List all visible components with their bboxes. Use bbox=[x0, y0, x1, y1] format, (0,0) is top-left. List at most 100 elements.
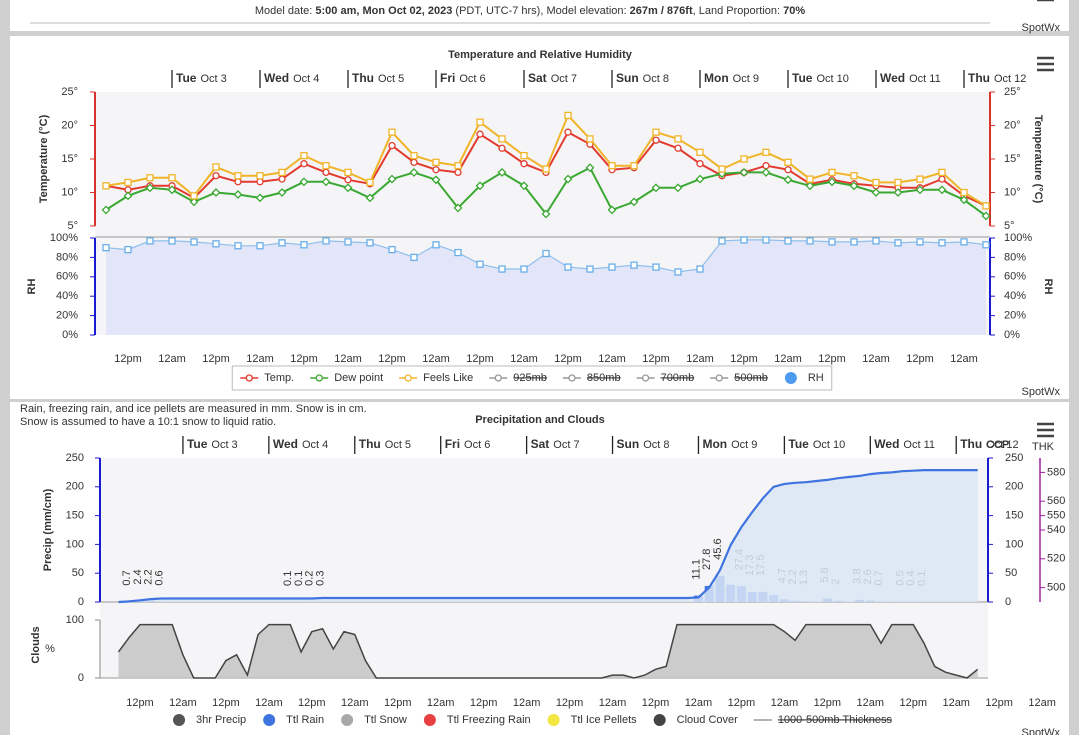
day-date: Oct 3 bbox=[211, 439, 237, 451]
chart-note: Rain, freezing rain, and ice pellets are… bbox=[20, 403, 367, 415]
legend-label[interactable]: Dew point bbox=[334, 372, 383, 384]
point-marker bbox=[674, 144, 682, 152]
y-tick-label: 80% bbox=[56, 251, 78, 263]
x-tick-label: 12am bbox=[686, 353, 714, 365]
point-marker bbox=[322, 168, 330, 177]
point-marker bbox=[476, 118, 484, 126]
y3-axis-title: THK bbox=[1032, 441, 1055, 453]
day-weekday: Mon bbox=[704, 71, 729, 85]
point-marker bbox=[519, 181, 529, 191]
menu-button[interactable] bbox=[1037, 56, 1054, 72]
point-marker bbox=[344, 238, 352, 246]
point-marker bbox=[321, 177, 331, 187]
legend-label[interactable]: Cloud Cover bbox=[677, 714, 738, 726]
legend-label[interactable]: Temp. bbox=[264, 372, 294, 384]
point-marker bbox=[960, 188, 968, 197]
point-marker bbox=[783, 175, 793, 185]
legend-label[interactable]: 3hr Precip bbox=[196, 714, 246, 726]
point-marker bbox=[124, 245, 132, 254]
x-tick-label: 12pm bbox=[554, 353, 582, 365]
point-marker bbox=[850, 172, 858, 180]
legend-label[interactable]: 850mb bbox=[587, 372, 621, 384]
point-marker bbox=[915, 185, 925, 195]
point-marker bbox=[234, 172, 242, 180]
y-tick-label: 580 bbox=[1047, 466, 1065, 478]
point-marker bbox=[828, 238, 836, 246]
x-tick-label: 12am bbox=[862, 353, 890, 365]
point-marker bbox=[256, 242, 264, 250]
point-marker bbox=[850, 238, 858, 246]
x-tick-label: 12am bbox=[774, 353, 802, 365]
point-marker bbox=[916, 175, 924, 183]
credit: SpotWx bbox=[1021, 386, 1060, 398]
legend-symbol bbox=[423, 714, 436, 726]
point-marker bbox=[145, 183, 155, 193]
x-tick-label: 12pm bbox=[728, 697, 756, 709]
day-date: Oct 4 bbox=[293, 73, 319, 85]
point-marker bbox=[102, 182, 110, 190]
day-date: Oct 5 bbox=[378, 73, 404, 85]
day-weekday: Wed bbox=[874, 437, 899, 451]
point-marker bbox=[849, 181, 859, 191]
legend-symbol bbox=[653, 714, 666, 726]
day-label: Fri Oct 6 bbox=[440, 71, 486, 85]
y-tick-label: 550 bbox=[1047, 510, 1065, 522]
legend-label[interactable]: 1000-500mb Thickness bbox=[778, 714, 893, 726]
y-tick-label: 100% bbox=[50, 232, 78, 244]
day-weekday: Thu bbox=[352, 71, 374, 85]
day-weekday: Mon bbox=[702, 437, 727, 451]
day-date: Oct 9 bbox=[731, 439, 757, 451]
point-marker bbox=[586, 135, 594, 143]
point-marker bbox=[982, 202, 990, 210]
day-date: Oct 11 bbox=[903, 439, 935, 451]
point-marker bbox=[365, 193, 375, 203]
legend-label[interactable]: 700mb bbox=[661, 372, 695, 384]
model-info-part: Model date: bbox=[255, 5, 316, 17]
day-date: Oct 11 bbox=[909, 73, 941, 85]
point-marker bbox=[894, 178, 902, 187]
point-marker bbox=[322, 162, 330, 170]
legend-label[interactable]: 925mb bbox=[513, 372, 547, 384]
point-marker bbox=[784, 166, 792, 174]
y-tick-label: 20° bbox=[1004, 119, 1021, 131]
point-marker bbox=[674, 268, 682, 276]
point-marker bbox=[300, 241, 308, 249]
info-panel bbox=[10, 0, 1069, 31]
y-tick-label: 150 bbox=[66, 510, 84, 522]
x-tick-label: 12pm bbox=[212, 697, 240, 709]
legend-label[interactable]: Ttl Rain bbox=[286, 714, 324, 726]
legend-label[interactable]: Ttl Snow bbox=[364, 714, 407, 726]
point-marker bbox=[740, 236, 748, 244]
legend-label[interactable]: Ttl Freezing Rain bbox=[447, 714, 531, 726]
menu-button[interactable] bbox=[1037, 422, 1054, 438]
point-marker bbox=[959, 195, 969, 205]
legend-label[interactable]: Feels Like bbox=[423, 372, 473, 384]
legend-label[interactable]: Ttl Ice Pellets bbox=[571, 714, 638, 726]
point-marker bbox=[872, 178, 880, 187]
point-marker bbox=[410, 151, 418, 160]
point-marker bbox=[146, 174, 154, 182]
bar-value-label: 0.2 bbox=[304, 571, 316, 586]
day-weekday: Fri bbox=[440, 71, 455, 85]
bar-value-label: 2.2 bbox=[143, 569, 155, 584]
y-tick-label: 10° bbox=[1004, 186, 1021, 198]
point-marker bbox=[190, 238, 198, 246]
point-marker bbox=[388, 141, 396, 150]
y-tick-label: 500 bbox=[1047, 582, 1065, 594]
day-date: Oct 6 bbox=[464, 439, 490, 451]
point-marker bbox=[300, 160, 308, 168]
y2-axis-title: Clouds bbox=[30, 626, 42, 663]
day-label: Wed Oct 4 bbox=[273, 437, 328, 451]
legend-symbol bbox=[784, 372, 797, 384]
legend-label[interactable]: 500mb bbox=[734, 372, 768, 384]
y-axis-title: Temperature (°C) bbox=[1032, 115, 1044, 204]
point-marker bbox=[212, 163, 220, 171]
legend-label[interactable]: RH bbox=[808, 372, 824, 384]
point-marker bbox=[256, 172, 264, 180]
model-info: Model date: 5:00 am, Mon Oct 02, 2023 (P… bbox=[255, 5, 806, 17]
x-tick-label: 12pm bbox=[906, 353, 934, 365]
day-weekday: Thu bbox=[359, 437, 381, 451]
point-marker bbox=[498, 144, 506, 152]
point-marker bbox=[520, 160, 528, 168]
point-marker bbox=[168, 237, 176, 245]
